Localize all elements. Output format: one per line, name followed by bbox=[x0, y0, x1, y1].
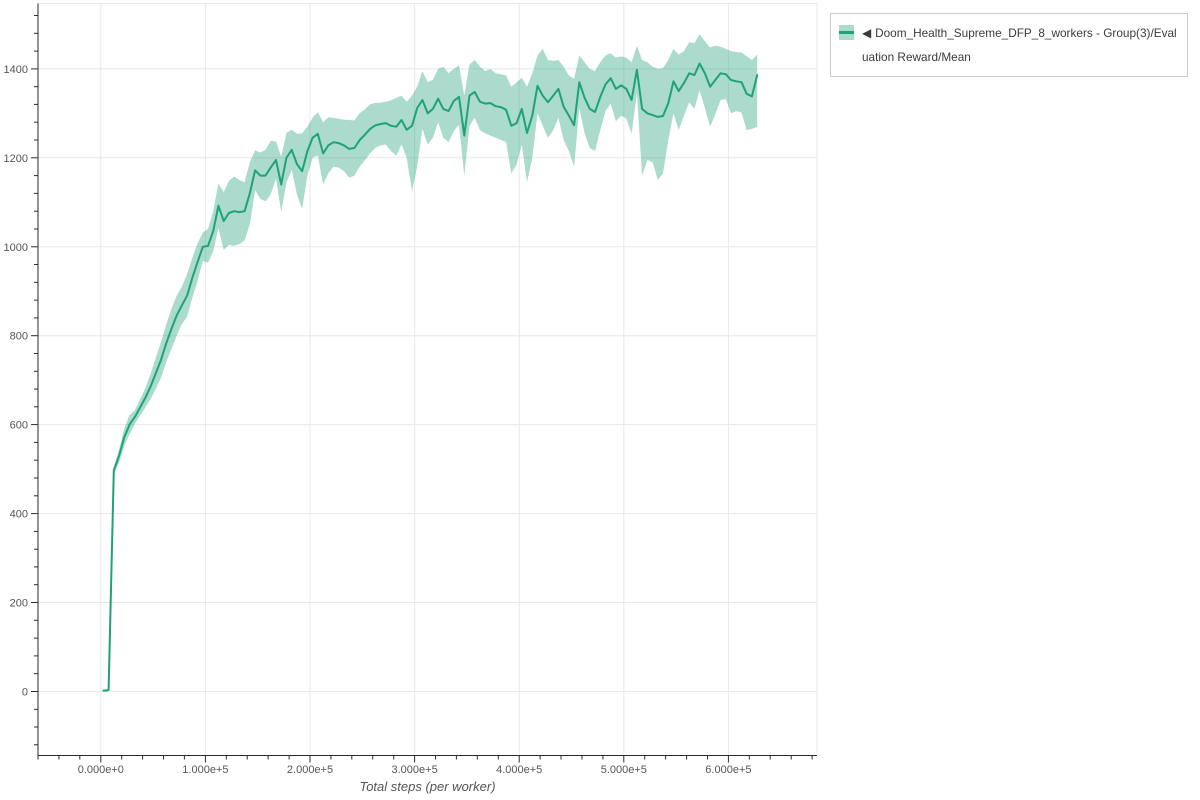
y-tick-label: 0 bbox=[22, 687, 28, 699]
y-tick-label: 200 bbox=[10, 598, 28, 610]
legend-series-name: Doom_Health_Supreme_DFP_8_workers - Grou… bbox=[862, 26, 1177, 64]
tick-labels: 0.000e+0 1.000e+5 2.000e+5 3.000e+5 4.000e+5… bbox=[4, 64, 752, 776]
legend-marker-icon: ◀ bbox=[862, 26, 872, 40]
x-tick-label: 1.000e+5 bbox=[182, 764, 228, 776]
legend-swatch-line bbox=[839, 31, 854, 34]
axes bbox=[31, 3, 817, 763]
legend: ◀ Doom_Health_Supreme_DFP_8_workers - Gro… bbox=[830, 13, 1188, 77]
y-tick-label: 1000 bbox=[4, 242, 28, 254]
y-tick-label: 600 bbox=[10, 420, 28, 432]
x-tick-label: 6.000e+5 bbox=[705, 764, 751, 776]
confidence-band bbox=[103, 34, 758, 692]
y-tick-label: 1200 bbox=[4, 153, 28, 165]
x-tick-label: 5.000e+5 bbox=[601, 764, 647, 776]
legend-label: ◀ Doom_Health_Supreme_DFP_8_workers - Gro… bbox=[862, 21, 1179, 69]
y-tick-label: 400 bbox=[10, 509, 28, 521]
x-tick-label: 3.000e+5 bbox=[392, 764, 438, 776]
legend-swatch bbox=[839, 25, 854, 40]
x-tick-label: 0.000e+0 bbox=[78, 764, 124, 776]
x-axis-title: Total steps (per worker) bbox=[359, 779, 495, 794]
gridlines bbox=[38, 3, 818, 756]
y-tick-label: 1400 bbox=[4, 64, 28, 76]
x-tick-label: 4.000e+5 bbox=[496, 764, 542, 776]
mean-line bbox=[102, 62, 759, 692]
y-tick-label: 800 bbox=[10, 331, 28, 343]
legend-item-doom-health[interactable]: ◀ Doom_Health_Supreme_DFP_8_workers - Gro… bbox=[839, 21, 1179, 69]
x-tick-label: 2.000e+5 bbox=[287, 764, 333, 776]
